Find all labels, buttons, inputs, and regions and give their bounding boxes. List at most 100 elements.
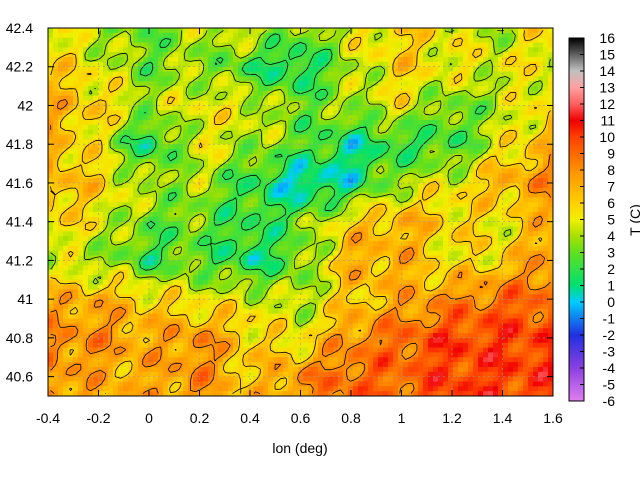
heatmap-cell <box>503 260 509 266</box>
heatmap-cell <box>293 149 299 155</box>
heatmap-cell <box>228 187 234 194</box>
heatmap-cell <box>243 163 249 170</box>
heatmap-cell <box>418 236 424 242</box>
heatmap-cell <box>98 110 104 116</box>
heatmap-cell <box>328 182 334 189</box>
heatmap-cell <box>548 250 553 257</box>
heatmap-cell <box>388 115 394 121</box>
heatmap-cell <box>453 66 459 73</box>
heatmap-cell <box>58 178 64 184</box>
heatmap-cell <box>143 71 149 78</box>
heatmap-cell <box>313 81 319 87</box>
heatmap-cell <box>373 221 379 228</box>
heatmap-cell <box>243 197 249 203</box>
heatmap-cell <box>193 250 199 257</box>
heatmap-cell <box>358 105 364 111</box>
heatmap-cell <box>203 144 209 150</box>
heatmap-cell <box>268 207 274 213</box>
heatmap-cell <box>338 197 344 203</box>
heatmap-cell <box>393 192 399 199</box>
heatmap-cell <box>433 245 439 252</box>
heatmap-cell <box>513 187 519 194</box>
heatmap-cell <box>383 66 389 73</box>
heatmap-cell <box>288 231 294 237</box>
heatmap-cell <box>408 90 414 97</box>
heatmap-cell <box>463 192 469 199</box>
heatmap-cell <box>203 66 209 73</box>
heatmap-cell <box>463 182 469 189</box>
heatmap-cell <box>123 231 129 237</box>
heatmap-cell <box>83 76 89 82</box>
heatmap-cell <box>488 187 494 194</box>
heatmap-cell <box>88 37 94 44</box>
heatmap-cell <box>83 81 89 87</box>
heatmap-cell <box>328 158 334 165</box>
heatmap-cell <box>68 163 74 170</box>
heatmap-cell <box>123 221 129 228</box>
heatmap-cell <box>448 163 454 170</box>
heatmap-cell <box>383 226 389 232</box>
heatmap-cell <box>53 144 59 150</box>
heatmap-cell <box>113 202 119 208</box>
heatmap-cell <box>213 120 219 126</box>
heatmap-cell <box>273 52 279 58</box>
heatmap-cell <box>413 32 419 39</box>
heatmap-cell <box>538 231 544 237</box>
heatmap-cell <box>313 260 319 266</box>
heatmap-cell <box>253 173 259 179</box>
heatmap-cell <box>268 120 274 126</box>
heatmap-cell <box>278 28 284 34</box>
heatmap-cell <box>233 250 239 257</box>
heatmap-cell <box>303 255 309 262</box>
heatmap-cell <box>53 182 59 189</box>
heatmap-cell <box>363 226 369 232</box>
heatmap-cell <box>408 158 414 165</box>
heatmap-cell <box>83 47 89 53</box>
heatmap-cell <box>418 28 424 34</box>
heatmap-cell <box>448 182 454 189</box>
heatmap-cell <box>378 255 384 262</box>
heatmap-cell <box>263 241 269 247</box>
heatmap-cell <box>388 66 394 73</box>
heatmap-cell <box>263 124 269 131</box>
heatmap-cell <box>338 57 344 63</box>
heatmap-cell <box>523 241 529 247</box>
heatmap-cell <box>198 100 204 107</box>
heatmap-cell <box>493 76 499 82</box>
heatmap-cell <box>448 192 454 199</box>
heatmap-cell <box>253 250 259 257</box>
heatmap-cell <box>148 52 154 58</box>
heatmap-cell <box>288 86 294 92</box>
heatmap-cell <box>73 129 79 136</box>
heatmap-cell <box>503 86 509 92</box>
heatmap-cell <box>463 231 469 237</box>
heatmap-cell <box>213 115 219 121</box>
heatmap-cell <box>523 163 529 170</box>
heatmap-cell <box>68 192 74 199</box>
heatmap-cell <box>438 226 444 232</box>
heatmap-cell <box>468 168 474 174</box>
heatmap-cell <box>283 153 289 160</box>
heatmap-cell <box>83 71 89 78</box>
heatmap-cell <box>383 197 389 203</box>
heatmap-cell <box>208 32 214 39</box>
heatmap-cell <box>538 120 544 126</box>
heatmap-cell <box>378 134 384 140</box>
heatmap-cell <box>48 37 54 44</box>
heatmap-cell <box>288 241 294 247</box>
heatmap-cell <box>438 66 444 73</box>
heatmap-cell <box>298 178 304 184</box>
heatmap-cell <box>358 86 364 92</box>
heatmap-cell <box>368 182 374 189</box>
heatmap-cell <box>343 52 349 58</box>
heatmap-cell <box>498 236 504 242</box>
heatmap-cell <box>493 86 499 92</box>
heatmap-cell <box>118 202 124 208</box>
heatmap-cell <box>478 153 484 160</box>
heatmap-cell <box>68 37 74 44</box>
heatmap-cell <box>138 187 144 194</box>
heatmap-cell <box>143 250 149 257</box>
heatmap-cell <box>403 226 409 232</box>
heatmap-cell <box>338 207 344 213</box>
heatmap-cell <box>233 100 239 107</box>
